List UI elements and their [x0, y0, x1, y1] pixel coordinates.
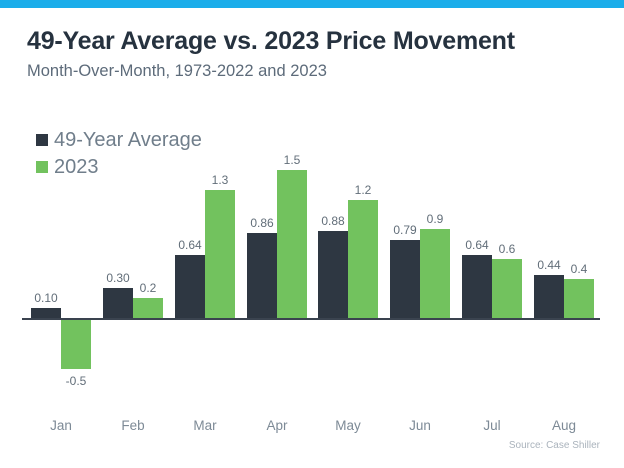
legend: 49-Year Average 2023 — [36, 129, 202, 183]
bar-49-year-average-jan — [31, 308, 61, 318]
bar-value-label: 0.4 — [570, 262, 588, 276]
bar-value-label: 0.64 — [178, 238, 202, 252]
bar-value-label: 0.2 — [139, 281, 157, 295]
bar-value-label: 0.64 — [465, 238, 489, 252]
bar-2023-aug — [564, 279, 594, 318]
bar-2023-jul — [492, 259, 522, 318]
bar-value-label: 0.44 — [537, 258, 561, 272]
page-title: 49-Year Average vs. 2023 Price Movement — [27, 27, 515, 55]
bar-2023-may — [348, 200, 378, 318]
legend-label: 49-Year Average — [54, 129, 202, 151]
x-axis-label-apr: Apr — [266, 418, 288, 433]
bar-2023-feb — [133, 298, 163, 318]
top-accent-bar — [0, 0, 624, 8]
x-axis-label-may: May — [335, 418, 361, 433]
bar-49-year-average-apr — [247, 233, 277, 318]
legend-swatch-49-year-average — [36, 134, 48, 146]
bar-2023-apr — [277, 170, 307, 318]
x-axis-label-feb: Feb — [121, 418, 145, 433]
bar-value-label: 0.88 — [321, 214, 345, 228]
bar-2023-jun — [420, 229, 450, 318]
x-axis-label-aug: Aug — [551, 418, 577, 433]
bar-value-label: 0.79 — [393, 223, 417, 237]
x-axis-label-jun: Jun — [409, 418, 431, 433]
x-axis-label-jul: Jul — [483, 418, 501, 433]
legend-item-49-year-average: 49-Year Average — [36, 129, 202, 151]
bar-49-year-average-aug — [534, 275, 564, 318]
bar-value-label: 0.9 — [426, 212, 444, 226]
legend-item-2023: 2023 — [36, 156, 202, 178]
bar-value-label: 1.2 — [354, 183, 372, 197]
bar-49-year-average-jun — [390, 240, 420, 318]
source-credit: Source: Case Shiller — [508, 440, 600, 451]
page-subtitle: Month-Over-Month, 1973-2022 and 2023 — [27, 62, 327, 80]
bar-value-label: 0.10 — [34, 291, 58, 305]
bar-value-label: 0.30 — [106, 271, 130, 285]
x-axis-line — [22, 318, 600, 320]
legend-swatch-2023 — [36, 161, 48, 173]
legend-label: 2023 — [54, 156, 99, 178]
bar-49-year-average-feb — [103, 288, 133, 318]
bar-value-label: 1.5 — [283, 153, 301, 167]
x-axis-label-mar: Mar — [193, 418, 217, 433]
bar-value-label: -0.5 — [65, 374, 87, 388]
x-axis-label-jan: Jan — [50, 418, 72, 433]
bar-value-label: 0.6 — [498, 242, 516, 256]
bar-2023-jan — [61, 320, 91, 369]
bar-2023-mar — [205, 190, 235, 318]
bar-49-year-average-jul — [462, 255, 492, 318]
bar-value-label: 0.86 — [250, 216, 274, 230]
bar-value-label: 1.3 — [211, 173, 229, 187]
bar-49-year-average-mar — [175, 255, 205, 318]
bar-49-year-average-may — [318, 231, 348, 318]
